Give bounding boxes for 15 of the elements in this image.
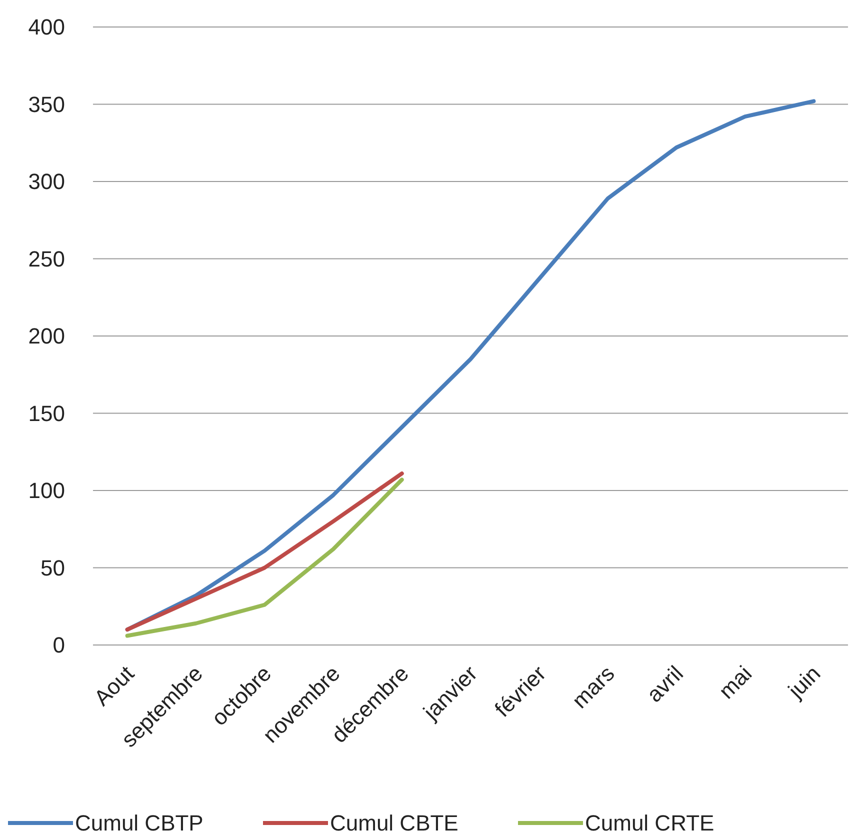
x-tick-label: mai	[714, 660, 757, 704]
y-tick-label: 200	[28, 324, 65, 349]
legend-label: Cumul CBTE	[330, 810, 458, 835]
y-tick-label: 400	[28, 14, 65, 40]
legend-label: Cumul CBTP	[75, 810, 204, 835]
y-tick-label: 50	[40, 555, 65, 580]
legend-label: Cumul CRTE	[585, 810, 714, 835]
y-tick-label: 0	[52, 632, 65, 658]
y-tick-label: 300	[28, 169, 65, 194]
y-tick-label: 100	[28, 478, 65, 504]
x-tick-label: avril	[642, 660, 688, 708]
y-tick-label: 250	[28, 246, 65, 272]
x-tick-label: juin	[782, 660, 826, 704]
y-tick-label: 150	[28, 400, 65, 426]
y-tick-label: 350	[28, 92, 65, 117]
